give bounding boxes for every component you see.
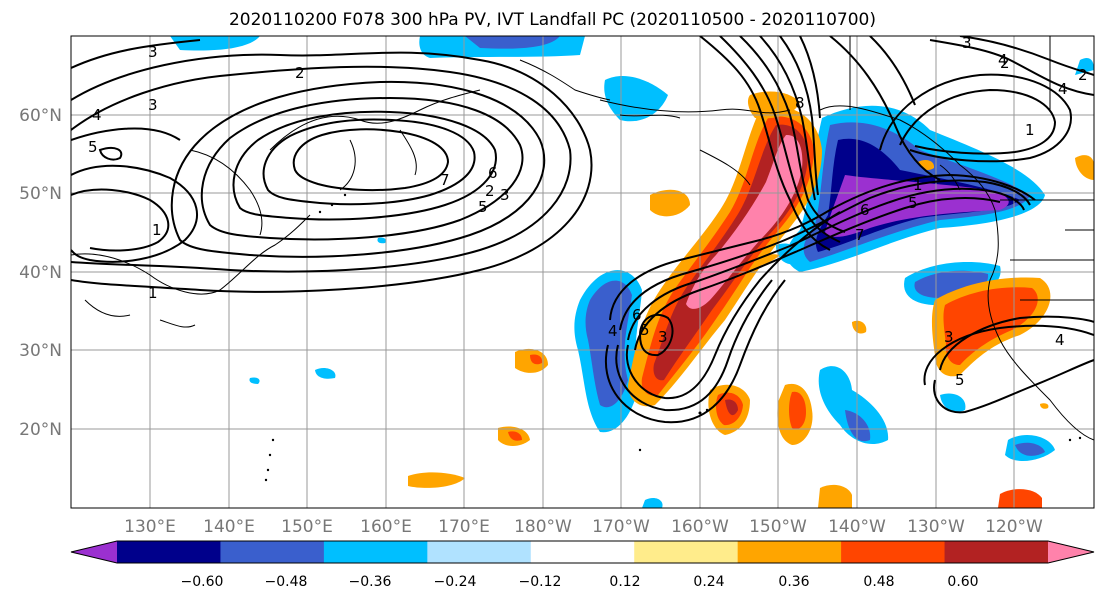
latitude-labels: 60°N 50°N 40°N 30°N 20°N [19,106,62,440]
contour-label: 3 [148,43,158,61]
contour-label: 5 [955,371,965,389]
colorbar-segment [323,541,428,563]
lon-label: 130°W [907,517,965,537]
lat-label: 20°N [19,420,62,440]
colorbar-segment [841,541,946,563]
colorbar-tick-label: 0.48 [863,574,894,590]
contour-label: 3 [658,328,668,346]
contour-label: 2 [1000,54,1010,72]
map-title: 2020110200 F078 300 hPa PV, IVT Landfall… [228,10,876,30]
colorbar-tick-label: −0.60 [181,574,224,590]
contour-label: 4 [1058,80,1068,98]
lon-label: 130°E [124,517,176,537]
colorbar-tick-label: 0.36 [778,574,809,590]
colorbar-tick-label: −0.24 [434,574,477,590]
lon-label: 150°W [749,517,807,537]
contour-label: 1 [152,221,162,239]
lat-label: 40°N [19,263,62,283]
contour-label: 8 [795,94,805,112]
contour-labels: 3 2 4 3 5 1 1 7 6 5 3 2 4 6 8 3 4 5 1 2 … [88,34,1088,389]
contour-label: 2 [1078,66,1088,84]
lon-label: 160°E [360,517,412,537]
contour-label: 5 [640,321,650,339]
lat-label: 50°N [19,184,62,204]
colorbar-extension-min [71,541,117,563]
contour-label: 3 [148,96,158,114]
contour-label: 4 [1055,331,1065,349]
contour-label: 5 [478,198,488,216]
colorbar-tick-label: 0.12 [609,574,640,590]
contour-label: 3 [500,186,510,204]
colorbar-segment [427,541,532,563]
lon-label: 140°E [203,517,255,537]
lat-label: 60°N [19,106,62,126]
colorbar-segment [220,541,325,563]
contour-label: 2 [295,64,305,82]
colorbar-tick-label: −0.36 [349,574,392,590]
contour-label: 1 [913,176,923,194]
lon-label: 170°E [438,517,490,537]
lon-label: 140°W [828,517,886,537]
contour-label: 2 [485,182,495,200]
map-frame [70,35,1095,509]
contour-label: 1 [1025,121,1035,139]
colorbar-tick-label: 0.60 [947,574,978,590]
colorbar-segment [117,541,221,563]
colorbar-tick-label: −0.12 [519,574,562,590]
colorbar-tick-label: 0.24 [693,574,724,590]
lon-label: 120°W [985,517,1043,537]
contour-label: 3 [944,328,954,346]
lon-label: 170°W [592,517,650,537]
contour-label: 6 [632,306,642,324]
contour-label: 5 [908,194,918,212]
contour-label: 7 [440,171,450,189]
colorbar-tick-label: −0.48 [265,574,308,590]
lon-label: 180°W [514,517,572,537]
lat-label: 30°N [19,341,62,361]
positive-anomaly-fills [408,91,1094,508]
colorbar-segment [530,541,635,563]
contour-label: 4 [998,51,1008,69]
contour-label: 7 [855,226,865,244]
lon-label: 150°E [281,517,333,537]
colorbar-outline [70,540,1095,564]
colorbar-segment [737,541,842,563]
contour-label: 6 [488,164,498,182]
colorbar-ticks: −0.60 −0.48 −0.36 −0.24 −0.12 0.12 0.24 … [181,574,979,590]
colorbar-segment [944,541,1049,563]
colorbar [70,540,1095,564]
contour-label: 4 [608,322,618,340]
contour-label: 5 [88,138,98,156]
lon-label: 160°W [671,517,729,537]
contour-label: 3 [962,34,972,52]
colorbar-segment [634,541,739,563]
longitude-labels: 130°E 140°E 150°E 160°E 170°E 180°W 170°… [124,517,1043,537]
pv-contours [71,36,1094,424]
contour-label: 6 [860,201,870,219]
colorbar-extension-max [1048,541,1094,563]
contour-label: 4 [92,106,102,124]
contour-label: 1 [148,284,158,302]
